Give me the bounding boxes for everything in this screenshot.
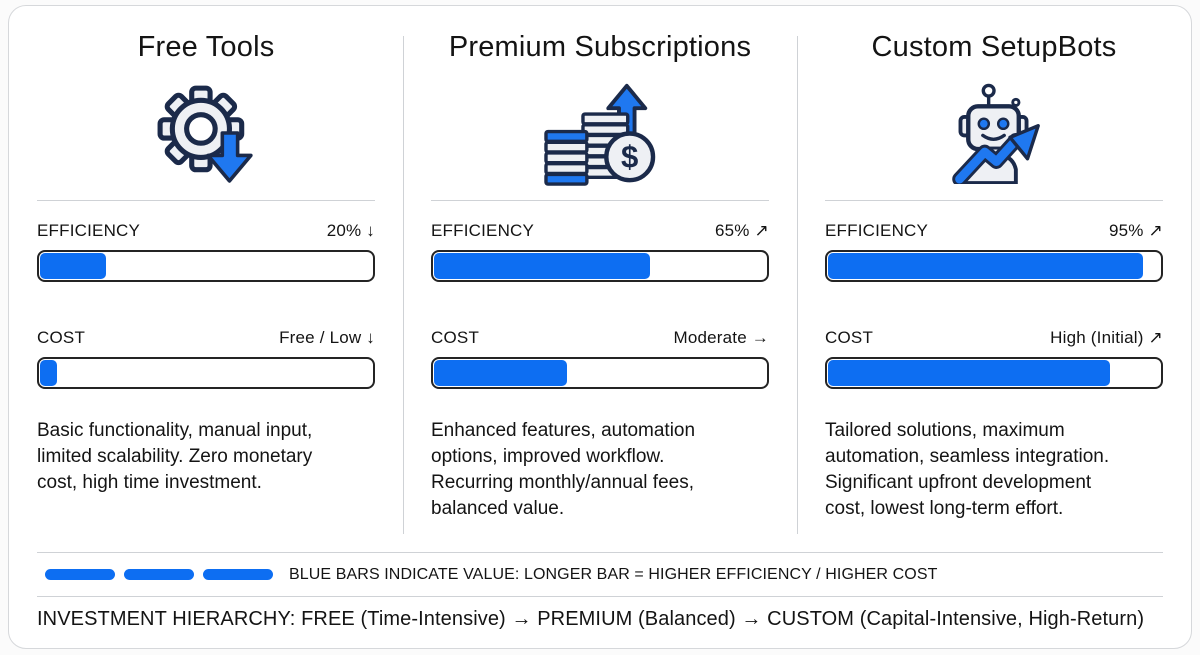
- cost-bar-fill: [40, 360, 57, 386]
- cost-bar-fill: [828, 360, 1111, 386]
- cost-value: Moderate →: [673, 328, 769, 347]
- blue-bar-swatch: [203, 569, 273, 580]
- svg-text:$: $: [621, 139, 638, 174]
- section-divider: [431, 200, 769, 201]
- column-premium-subscriptions: Premium Subscriptions: [403, 6, 797, 552]
- column-divider: [796, 36, 798, 534]
- legend-text: BLUE BARS INDICATE VALUE: LONGER BAR = H…: [289, 565, 938, 583]
- efficiency-bar: [431, 250, 769, 282]
- column-title: Custom SetupBots: [871, 31, 1117, 63]
- cost-bar: [37, 357, 375, 389]
- robot-trend-up-icon: [797, 76, 1191, 190]
- efficiency-bar: [37, 250, 375, 282]
- cost-metric: COST High (Initial) ↗: [825, 328, 1163, 389]
- efficiency-label: EFFICIENCY: [431, 221, 535, 240]
- column-description: Tailored solutions, maximum automation, …: [825, 420, 1110, 519]
- section-divider: [825, 200, 1163, 201]
- efficiency-value: 95% ↗: [1109, 221, 1163, 240]
- efficiency-bar-fill: [434, 253, 650, 279]
- blue-bar-swatch: [124, 569, 194, 580]
- blue-bar-swatch: [45, 569, 115, 580]
- efficiency-metric: EFFICIENCY 65% ↗: [431, 221, 769, 282]
- efficiency-bar-fill: [40, 253, 107, 279]
- efficiency-value: 65% ↗: [715, 221, 769, 240]
- cost-bar: [431, 357, 769, 389]
- efficiency-value: 20% ↓: [326, 221, 375, 240]
- columns-area: Free Tools: [9, 6, 1191, 552]
- efficiency-metric: EFFICIENCY 95% ↗: [825, 221, 1163, 282]
- cost-bar-fill: [434, 360, 567, 386]
- comparison-card: Free Tools: [8, 5, 1192, 649]
- legend-swatches: [37, 569, 273, 580]
- column-description: Basic functionality, manual input, limit…: [37, 420, 313, 493]
- column-description: Enhanced features, automation options, i…: [431, 420, 696, 519]
- section-divider: [37, 200, 375, 201]
- efficiency-label: EFFICIENCY: [37, 221, 141, 240]
- column-title: Premium Subscriptions: [448, 31, 752, 63]
- efficiency-metric: EFFICIENCY 20% ↓: [37, 221, 375, 282]
- coins-up-arrow-icon: $: [403, 76, 797, 190]
- cost-metric: COST Free / Low ↓: [37, 328, 375, 389]
- legend: BLUE BARS INDICATE VALUE: LONGER BAR = H…: [37, 552, 1163, 597]
- column-title: Free Tools: [137, 31, 275, 63]
- gear-down-arrow-icon: [9, 76, 403, 190]
- efficiency-label: EFFICIENCY: [825, 221, 929, 240]
- efficiency-bar-fill: [828, 253, 1144, 279]
- efficiency-bar: [825, 250, 1163, 282]
- cost-label: COST: [825, 328, 874, 347]
- cost-metric: COST Moderate →: [431, 328, 769, 389]
- cost-label: COST: [37, 328, 86, 347]
- footer-note: INVESTMENT HIERARCHY: FREE (Time-Intensi…: [37, 608, 1145, 630]
- cost-value: Free / Low ↓: [279, 328, 375, 347]
- column-free-tools: Free Tools: [9, 6, 403, 552]
- column-custom-setupbots: Custom SetupBots: [797, 6, 1191, 552]
- column-divider: [402, 36, 404, 534]
- cost-label: COST: [431, 328, 480, 347]
- cost-bar: [825, 357, 1163, 389]
- cost-value: High (Initial) ↗: [1050, 328, 1163, 347]
